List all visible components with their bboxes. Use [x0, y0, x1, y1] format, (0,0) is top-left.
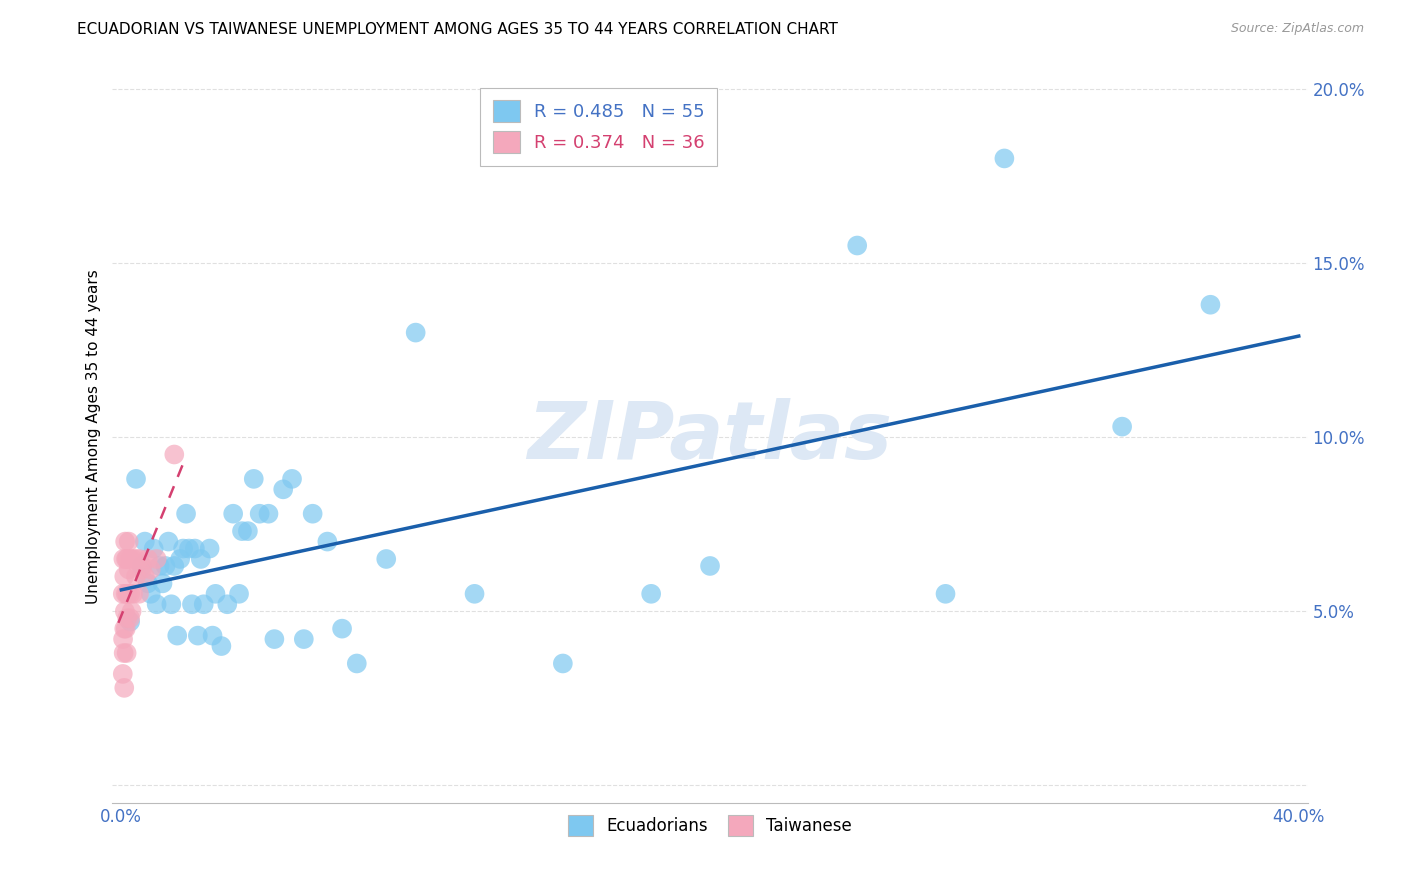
- Point: [125, 552, 148, 566]
- Point: [464, 587, 486, 601]
- Point: [120, 552, 142, 566]
- Point: [131, 558, 153, 573]
- Point: [148, 558, 170, 573]
- Point: [1111, 419, 1133, 434]
- Point: [122, 587, 145, 601]
- Point: [139, 562, 162, 576]
- Point: [551, 657, 574, 671]
- Point: [157, 534, 180, 549]
- Point: [181, 597, 204, 611]
- Point: [112, 622, 135, 636]
- Point: [134, 569, 156, 583]
- Point: [111, 667, 134, 681]
- Point: [111, 587, 134, 601]
- Point: [163, 448, 186, 462]
- Point: [166, 629, 188, 643]
- Point: [112, 646, 135, 660]
- Point: [155, 558, 177, 573]
- Point: [375, 552, 398, 566]
- Point: [120, 611, 142, 625]
- Point: [142, 541, 165, 556]
- Point: [184, 541, 207, 556]
- Point: [114, 534, 136, 549]
- Point: [121, 604, 143, 618]
- Point: [330, 622, 353, 636]
- Text: ECUADORIAN VS TAIWANESE UNEMPLOYMENT AMONG AGES 35 TO 44 YEARS CORRELATION CHART: ECUADORIAN VS TAIWANESE UNEMPLOYMENT AMO…: [77, 22, 838, 37]
- Point: [301, 507, 323, 521]
- Point: [187, 629, 209, 643]
- Point: [114, 622, 136, 636]
- Point: [112, 681, 135, 695]
- Point: [177, 541, 200, 556]
- Point: [346, 657, 368, 671]
- Point: [405, 326, 427, 340]
- Point: [112, 552, 135, 566]
- Point: [145, 597, 167, 611]
- Point: [115, 587, 138, 601]
- Text: Source: ZipAtlas.com: Source: ZipAtlas.com: [1230, 22, 1364, 36]
- Point: [934, 587, 956, 601]
- Point: [257, 507, 280, 521]
- Point: [145, 552, 167, 566]
- Point: [114, 587, 136, 601]
- Point: [228, 587, 250, 601]
- Point: [125, 472, 148, 486]
- Point: [190, 552, 212, 566]
- Point: [117, 587, 139, 601]
- Point: [201, 629, 224, 643]
- Point: [118, 534, 141, 549]
- Point: [316, 534, 339, 549]
- Point: [160, 597, 183, 611]
- Point: [163, 558, 186, 573]
- Point: [993, 152, 1015, 166]
- Point: [640, 587, 662, 601]
- Point: [122, 552, 145, 566]
- Point: [217, 597, 239, 611]
- Point: [115, 552, 138, 566]
- Point: [115, 552, 138, 566]
- Point: [198, 541, 221, 556]
- Point: [222, 507, 245, 521]
- Point: [131, 562, 153, 576]
- Point: [136, 576, 159, 591]
- Point: [271, 483, 294, 497]
- Point: [281, 472, 304, 486]
- Point: [249, 507, 271, 521]
- Point: [114, 604, 136, 618]
- Point: [128, 587, 150, 601]
- Point: [193, 597, 215, 611]
- Point: [204, 587, 226, 601]
- Point: [115, 646, 138, 660]
- Point: [174, 507, 197, 521]
- Point: [169, 552, 191, 566]
- Point: [699, 558, 721, 573]
- Point: [128, 552, 150, 566]
- Point: [263, 632, 285, 646]
- Point: [139, 587, 162, 601]
- Text: ZIPatlas: ZIPatlas: [527, 398, 893, 476]
- Point: [292, 632, 315, 646]
- Point: [112, 569, 135, 583]
- Point: [172, 541, 194, 556]
- Point: [134, 534, 156, 549]
- Point: [231, 524, 253, 538]
- Point: [242, 472, 264, 486]
- Point: [125, 569, 148, 583]
- Point: [118, 562, 141, 576]
- Point: [236, 524, 259, 538]
- Legend: Ecuadorians, Taiwanese: Ecuadorians, Taiwanese: [558, 805, 862, 846]
- Point: [115, 611, 138, 625]
- Point: [1199, 298, 1222, 312]
- Point: [209, 639, 232, 653]
- Point: [846, 238, 869, 252]
- Point: [120, 587, 142, 601]
- Y-axis label: Unemployment Among Ages 35 to 44 years: Unemployment Among Ages 35 to 44 years: [86, 269, 101, 605]
- Point: [152, 576, 174, 591]
- Point: [112, 632, 135, 646]
- Point: [136, 552, 159, 566]
- Point: [120, 615, 142, 629]
